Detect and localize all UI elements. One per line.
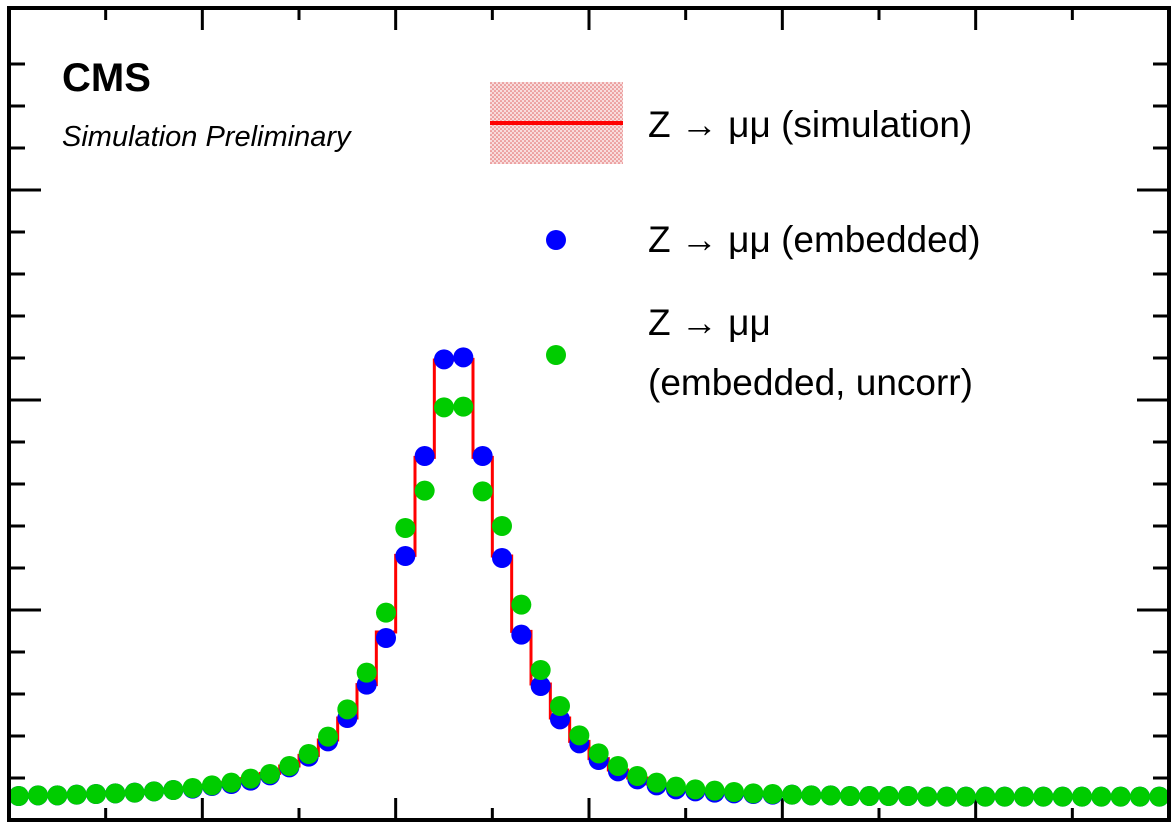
embedded-uncorr-point <box>569 725 590 746</box>
legend-uncorr-label: Z → μμ (embedded, uncorr) <box>648 302 973 403</box>
embedded-uncorr-point <box>820 785 841 806</box>
embedded-uncorr-point <box>975 786 996 807</box>
legend-uncorr-marker <box>546 345 566 365</box>
embedded-uncorr-point <box>550 696 570 716</box>
embedded-uncorr-point <box>472 481 493 502</box>
embedded-uncorr-point <box>221 772 242 793</box>
embedded-uncorr-point <box>1014 786 1034 807</box>
embedded-uncorr-point <box>298 744 319 764</box>
simulation-step-line <box>9 357 1169 799</box>
embedded-uncorr-point <box>956 786 976 807</box>
simulation-histogram <box>9 357 1169 799</box>
experiment-sublabel: Simulation Preliminary <box>62 121 352 153</box>
embedded-uncorr-point <box>202 775 222 796</box>
embedded-uncorr-point <box>994 786 1015 807</box>
data-markers <box>8 347 1170 807</box>
legend-embedded-marker <box>546 230 566 250</box>
embedded-uncorr-point <box>588 743 609 764</box>
embedded-uncorr-point <box>936 786 957 807</box>
embedded-uncorr-point <box>337 699 358 720</box>
embedded-uncorr-point <box>917 786 938 807</box>
embedded-uncorr-point <box>356 662 377 683</box>
embedded-point <box>395 546 416 566</box>
embedded-uncorr-point <box>395 518 416 538</box>
plot-frame <box>7 6 1171 822</box>
embedded-point <box>434 349 454 370</box>
embedded-uncorr-point <box>182 778 203 798</box>
embedded-uncorr-point <box>86 784 106 804</box>
embedded-uncorr-point <box>434 397 454 418</box>
embedded-uncorr-point <box>801 785 822 806</box>
embedded-uncorr-point <box>627 766 648 786</box>
embedded-uncorr-point <box>1052 786 1073 807</box>
embedded-uncorr-point <box>414 480 435 501</box>
legend-uncorr-label-line2: (embedded, uncorr) <box>648 362 973 403</box>
embedded-uncorr-point <box>1130 786 1150 807</box>
embedded-uncorr-point <box>743 783 764 804</box>
embedded-uncorr-point <box>1091 786 1112 807</box>
embedded-uncorr-point <box>1033 786 1054 807</box>
legend-embedded-label: Z → μμ (embedded) <box>648 219 981 260</box>
embedded-uncorr-point <box>376 602 396 623</box>
experiment-label: CMS <box>62 56 151 100</box>
embedded-uncorr-point <box>859 786 880 806</box>
embedded-uncorr-point <box>878 786 899 806</box>
embedded-uncorr-point <box>898 786 918 806</box>
embedded-uncorr-point <box>279 756 300 776</box>
embedded-uncorr-point <box>492 516 512 536</box>
embedded-uncorr-point <box>530 660 551 680</box>
axis-ticks <box>9 8 1169 820</box>
embedded-uncorr-point <box>66 784 87 805</box>
embedded-uncorr-point <box>666 776 686 797</box>
embedded-uncorr-point <box>1149 786 1170 807</box>
embedded-uncorr-point <box>511 594 532 615</box>
embedded-uncorr-point <box>1110 786 1131 807</box>
embedded-uncorr-point <box>453 396 474 417</box>
embedded-uncorr-point <box>144 781 164 802</box>
embedded-uncorr-point <box>782 784 802 805</box>
embedded-uncorr-point <box>685 779 706 800</box>
embedded-point <box>530 676 551 696</box>
embedded-point <box>453 347 474 368</box>
legend-simulation-label: Z → μμ (simulation) <box>648 104 972 145</box>
embedded-uncorr-point <box>240 768 261 789</box>
embedded-point <box>472 446 493 466</box>
embedded-uncorr-point <box>646 772 667 793</box>
embedded-uncorr-point <box>8 786 29 806</box>
legend-uncorr-label-line1: Z → μμ <box>648 302 771 343</box>
embedded-point <box>511 624 532 645</box>
embedded-uncorr-point <box>608 756 628 776</box>
embedded-uncorr-point <box>47 785 68 806</box>
embedded-point <box>414 446 435 466</box>
embedded-uncorr-point <box>260 764 280 784</box>
legend: Z → μμ (simulation) Z → μμ (embedded) Z … <box>490 82 981 403</box>
embedded-uncorr-point <box>840 786 860 806</box>
embedded-uncorr-point <box>124 782 145 803</box>
embedded-uncorr-point <box>163 780 184 800</box>
embedded-uncorr-point <box>28 785 48 806</box>
embedded-uncorr-point <box>1072 786 1092 807</box>
embedded-point <box>376 628 396 648</box>
embedded-uncorr-point <box>318 726 338 747</box>
embedded-point <box>492 548 512 568</box>
embedded-uncorr-point <box>704 780 725 801</box>
embedded-uncorr-point <box>105 783 126 804</box>
embedded-uncorr-point <box>762 784 783 804</box>
embedded-uncorr-point <box>724 782 744 802</box>
